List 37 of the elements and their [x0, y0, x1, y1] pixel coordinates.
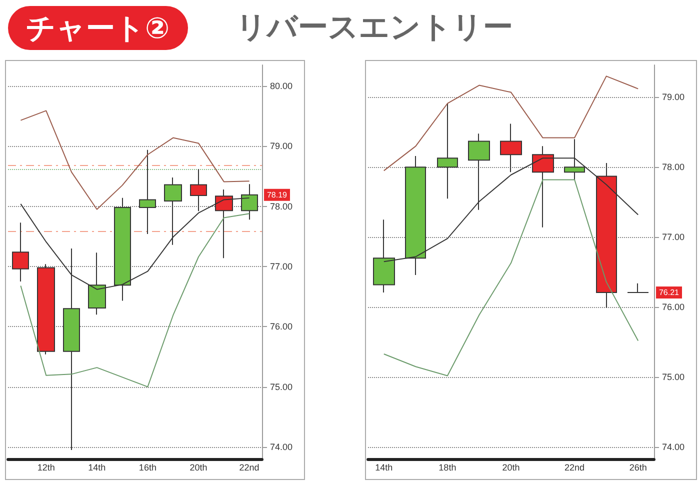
x-tick-label: 26th: [629, 462, 647, 472]
y-tick-label: 78.00: [662, 162, 685, 172]
x-tick-label: 16th: [138, 462, 156, 472]
candlestick: [500, 123, 522, 173]
y-tick-label: 76.00: [270, 322, 293, 332]
y-tick-label: 77.00: [270, 262, 293, 272]
text: リバースエントリー: [236, 9, 513, 47]
y-tick-label: 76.00: [662, 302, 685, 312]
x-tick-label: 18th: [438, 462, 456, 472]
x-tick-label: 12th: [37, 462, 55, 472]
annotation: 78.19: [266, 190, 288, 200]
y-tick-label: 74.00: [662, 442, 685, 452]
y-tick-label: 80.00: [270, 81, 293, 92]
y-tick-label: 77.00: [662, 232, 685, 242]
candlestick: [12, 222, 29, 282]
line-series: [20, 110, 250, 210]
line-series: [20, 213, 250, 388]
y-tick-label: 75.00: [662, 372, 685, 382]
y-tick-label: 79.00: [662, 92, 685, 102]
x-tick-label: 22nd: [239, 462, 260, 472]
y-tick-label: 79.00: [270, 141, 293, 152]
y-tick-label: 78.00: [270, 201, 293, 212]
x-tick-label: 22nd: [564, 462, 585, 472]
candlestick: [139, 149, 156, 235]
text: チャート②: [8, 6, 188, 50]
candlestick: [437, 102, 458, 200]
y-tick-label: 75.00: [270, 382, 293, 392]
candlestick: [37, 264, 55, 355]
candlestick: [627, 282, 649, 293]
x-tick-label: 20th: [190, 462, 208, 472]
line-series: [383, 179, 639, 376]
x-tick-label: 14th: [88, 462, 106, 472]
annotation: 76.21: [658, 288, 680, 297]
y-tick-label: 74.00: [270, 442, 293, 452]
x-tick-label: 20th: [502, 462, 520, 472]
x-tick-label: 14th: [375, 462, 393, 472]
line-series: [383, 76, 639, 172]
